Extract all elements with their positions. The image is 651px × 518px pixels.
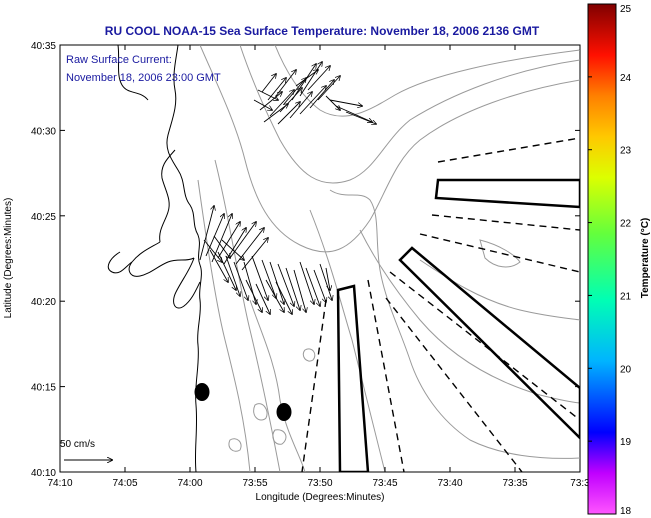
x-tick-label: 74:10 <box>47 478 72 489</box>
colorbar-ticks: 18 19 20 21 22 23 24 25 <box>588 3 632 517</box>
y-tick-label: 40:25 <box>31 212 56 223</box>
colorbar-tick-label: 24 <box>620 73 632 84</box>
y-tick-label: 40:30 <box>31 126 56 137</box>
x-tick-label: 73:55 <box>242 478 267 489</box>
map-content <box>64 45 580 472</box>
colorbar-label: Temperature (°C) <box>640 218 651 299</box>
survey-lines-dashed <box>301 137 580 472</box>
current-vectors-north <box>253 62 376 124</box>
y-tick-label: 40:20 <box>31 297 56 308</box>
x-axis-label: Longitude (Degrees:Minutes) <box>256 492 385 503</box>
colorbar-tick-label: 25 <box>620 4 632 15</box>
x-axis-ticks: 74:10 74:05 74:00 73:55 73:50 73:45 73:40 73:35… <box>47 45 590 489</box>
coastline <box>107 45 202 472</box>
current-vectors-middle <box>199 206 332 314</box>
x-tick-label: 74:00 <box>177 478 202 489</box>
x-tick-label: 73:40 <box>437 478 462 489</box>
station-dot-west <box>194 383 210 401</box>
y-tick-label: 40:15 <box>31 383 56 394</box>
colorbar-tick-label: 19 <box>620 437 632 448</box>
colorbar-tick-label: 21 <box>620 291 632 302</box>
map-frame <box>59 44 581 473</box>
y-tick-label: 40:35 <box>31 41 56 52</box>
x-tick-label: 73:3 <box>570 478 590 489</box>
station-dot-east <box>276 403 292 421</box>
y-axis-label: Latitude (Degrees:Minutes) <box>3 198 14 319</box>
x-tick-label: 74:05 <box>112 478 137 489</box>
colorbar <box>587 3 617 515</box>
scale-label: 50 cm/s <box>60 439 95 450</box>
current-annotation-line2: November 18, 2006 23:00 GMT <box>66 72 221 84</box>
survey-lines-solid <box>336 178 580 472</box>
colorbar-tick-label: 18 <box>620 506 632 517</box>
x-tick-label: 73:35 <box>502 478 527 489</box>
y-tick-label: 40:10 <box>31 468 56 479</box>
x-tick-label: 73:45 <box>372 478 397 489</box>
colorbar-tick-label: 22 <box>620 219 632 230</box>
x-tick-label: 73:50 <box>307 478 332 489</box>
colorbar-tick-label: 23 <box>620 146 632 157</box>
current-annotation-line1: Raw Surface Current: <box>66 54 172 66</box>
figure-title: RU COOL NOAA-15 Sea Surface Temperature:… <box>105 24 540 38</box>
y-axis-ticks: 40:10 40:15 40:20 40:25 40:30 40:35 <box>31 41 580 479</box>
colorbar-tick-label: 20 <box>620 364 632 375</box>
